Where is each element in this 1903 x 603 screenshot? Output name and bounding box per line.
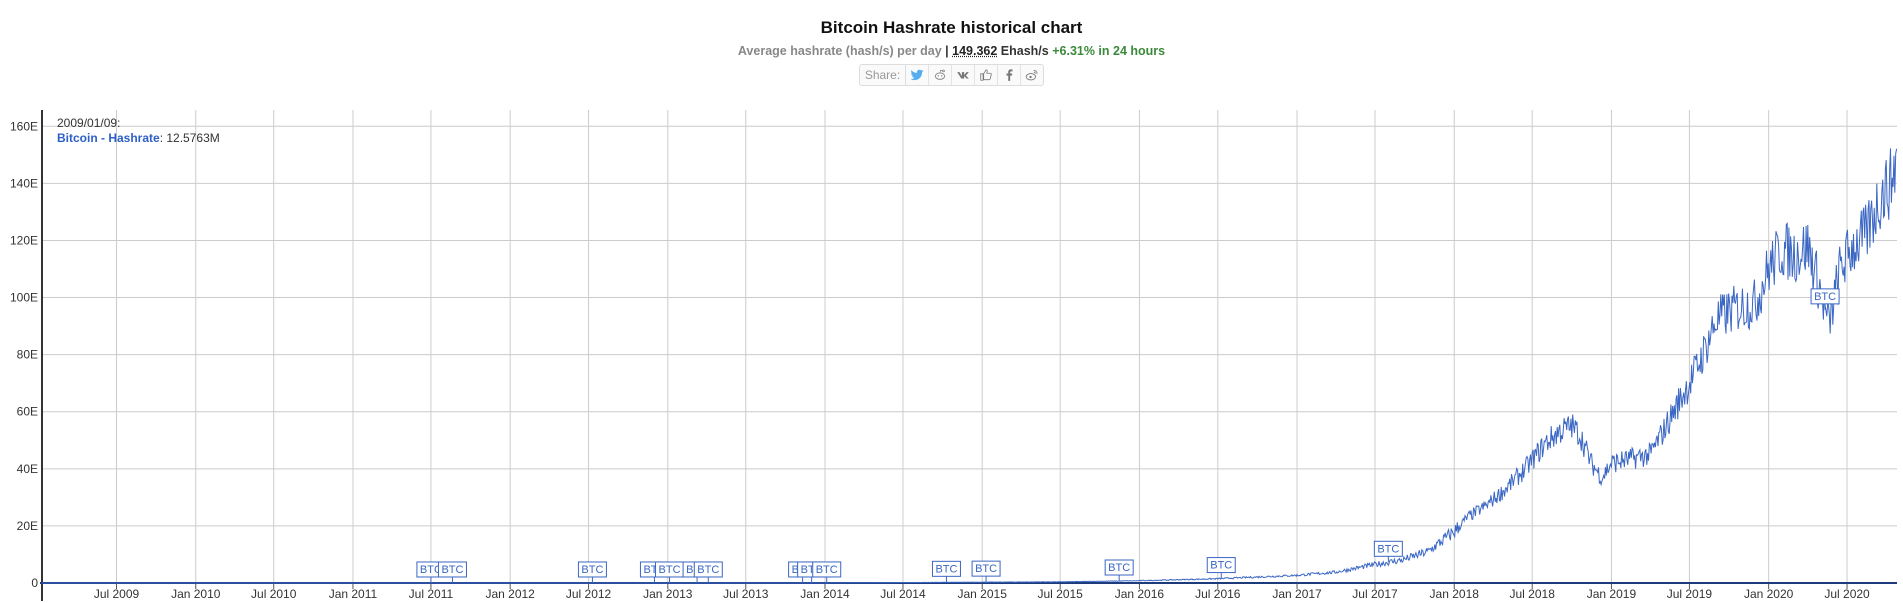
- y-tick-label: 100E: [10, 291, 38, 305]
- x-tick-label: Jul 2016: [1195, 587, 1241, 601]
- x-tick-label: Jul 2011: [409, 587, 454, 601]
- chart-header: Bitcoin Hashrate historical chart Averag…: [0, 0, 1903, 86]
- btc-flag-box: [437, 561, 467, 578]
- btc-flag[interactable]: BTC: [416, 561, 446, 583]
- vk-share-button[interactable]: [952, 65, 976, 85]
- subtitle: Average hashrate (hash/s) per day | 149.…: [0, 44, 1903, 58]
- x-tick-label: Jan 2011: [329, 587, 378, 601]
- current-hashrate-value[interactable]: 149.362: [952, 44, 998, 58]
- y-tick-label: 40E: [17, 462, 38, 476]
- x-tick-label: Jan 2015: [958, 587, 1008, 601]
- btc-flag-box: [931, 560, 961, 577]
- btc-flag-box: [812, 561, 842, 578]
- y-tick-label: 140E: [10, 176, 38, 190]
- btc-flag-box: [1373, 540, 1403, 557]
- btc-flag[interactable]: BTC: [1206, 557, 1236, 579]
- chart-tooltip: 2009/01/09: Bitcoin - Hashrate: 12.5763M: [57, 116, 220, 145]
- x-tick-label: Jul 2019: [1667, 587, 1713, 601]
- btc-flag-label: BTC: [659, 564, 681, 576]
- x-tick-label: Jan 2012: [485, 587, 535, 601]
- btc-flag-label: BTC: [1210, 560, 1232, 572]
- like-share-button[interactable]: [975, 65, 999, 85]
- btc-flag-label: BTC: [441, 564, 463, 576]
- btc-flag[interactable]: BTC: [812, 561, 842, 583]
- tooltip-date: 2009/01/09:: [57, 116, 120, 130]
- x-tick-label: Jan 2018: [1430, 587, 1480, 601]
- btc-flag-box: [1206, 557, 1236, 574]
- hashrate-change: +6.31% in 24 hours: [1052, 44, 1166, 58]
- btc-flag-box: [1104, 559, 1134, 576]
- btc-flag-label: BTC: [1814, 291, 1836, 303]
- btc-flag[interactable]: BTC: [693, 561, 723, 583]
- btc-flag[interactable]: BTC: [437, 561, 467, 583]
- x-tick-label: Jan 2016: [1115, 587, 1165, 601]
- btc-flag-label: BTC: [816, 564, 838, 576]
- share-label: Share:: [860, 65, 907, 85]
- x-tick-label: Jul 2020: [1824, 587, 1870, 601]
- x-tick-label: Jul 2015: [1037, 587, 1083, 601]
- tooltip-line: Bitcoin - Hashrate: 12.5763M: [57, 131, 220, 145]
- twitter-icon: [910, 69, 924, 81]
- current-hashrate-unit: Ehash/s: [1000, 44, 1049, 58]
- btc-flag-box: [971, 560, 1001, 577]
- y-tick-label: 0: [31, 576, 38, 590]
- facebook-share-button[interactable]: [998, 65, 1022, 85]
- x-tick-label: Jul 2010: [251, 587, 297, 601]
- btc-flag-label: BTC: [975, 563, 997, 575]
- x-tick-label: Jul 2009: [94, 587, 140, 601]
- btc-flag[interactable]: BTC: [931, 560, 961, 583]
- x-tick-label: Jan 2014: [800, 587, 850, 601]
- page-title: Bitcoin Hashrate historical chart: [820, 18, 1083, 37]
- btc-flag[interactable]: BTC: [1104, 559, 1134, 582]
- weibo-share-button[interactable]: [1021, 65, 1043, 85]
- x-tick-label: Jul 2017: [1352, 587, 1398, 601]
- btc-flag-box: [577, 561, 607, 578]
- x-tick-label: Jan 2020: [1744, 587, 1794, 601]
- y-tick-label: 60E: [17, 405, 38, 419]
- y-tick-label: 80E: [17, 348, 38, 362]
- reddit-icon: [935, 69, 946, 80]
- subtitle-prefix: Average hashrate (hash/s) per day: [737, 44, 942, 58]
- subtitle-separator: |: [945, 44, 949, 58]
- btc-flag-label: BTC: [1377, 543, 1399, 555]
- reddit-share-button[interactable]: [929, 65, 953, 85]
- x-tick-label: Jul 2013: [723, 587, 769, 601]
- chart-series: [42, 148, 1898, 584]
- x-tick-label: Jan 2010: [171, 587, 221, 601]
- twitter-share-button[interactable]: [906, 65, 930, 85]
- btc-flag[interactable]: BTC: [1373, 540, 1403, 563]
- x-tick-label: Jan 2017: [1272, 587, 1322, 601]
- y-tick-label: 160E: [10, 119, 38, 133]
- btc-flag-label: BTC: [581, 564, 603, 576]
- x-tick-label: Jul 2012: [566, 587, 612, 601]
- btc-flag-label: BTC: [697, 564, 719, 576]
- x-tick-label: Jul 2018: [1510, 587, 1556, 601]
- x-tick-label: Jan 2013: [643, 587, 693, 601]
- btc-flag[interactable]: BTC: [971, 560, 1001, 583]
- btc-flag[interactable]: BTC: [1810, 288, 1840, 310]
- share-bar: Share:: [858, 64, 1045, 86]
- btc-flag-label: BTC: [935, 563, 957, 575]
- btc-flag-box: [1810, 288, 1840, 305]
- btc-flag-label: BTC: [1108, 562, 1130, 574]
- facebook-icon: [1006, 69, 1013, 81]
- x-tick-label: Jan 2019: [1587, 587, 1637, 601]
- like-icon: [980, 69, 992, 81]
- btc-flag-label: BTC: [420, 564, 442, 576]
- series-line-bitcoin-hashrate: [42, 148, 1898, 584]
- tooltip-value: 12.5763M: [166, 131, 219, 145]
- y-tick-label: 120E: [10, 233, 38, 247]
- btc-flag-box: [693, 561, 723, 578]
- btc-flag[interactable]: BTC: [577, 561, 607, 583]
- y-tick-label: 20E: [17, 519, 38, 533]
- chart-grid: [42, 110, 1897, 584]
- tooltip-series: Bitcoin - Hashrate: [57, 131, 160, 145]
- btc-flag[interactable]: BTC: [655, 561, 685, 583]
- vk-icon: [957, 72, 970, 79]
- x-tick-label: Jul 2014: [880, 587, 926, 601]
- weibo-icon: [1025, 69, 1038, 81]
